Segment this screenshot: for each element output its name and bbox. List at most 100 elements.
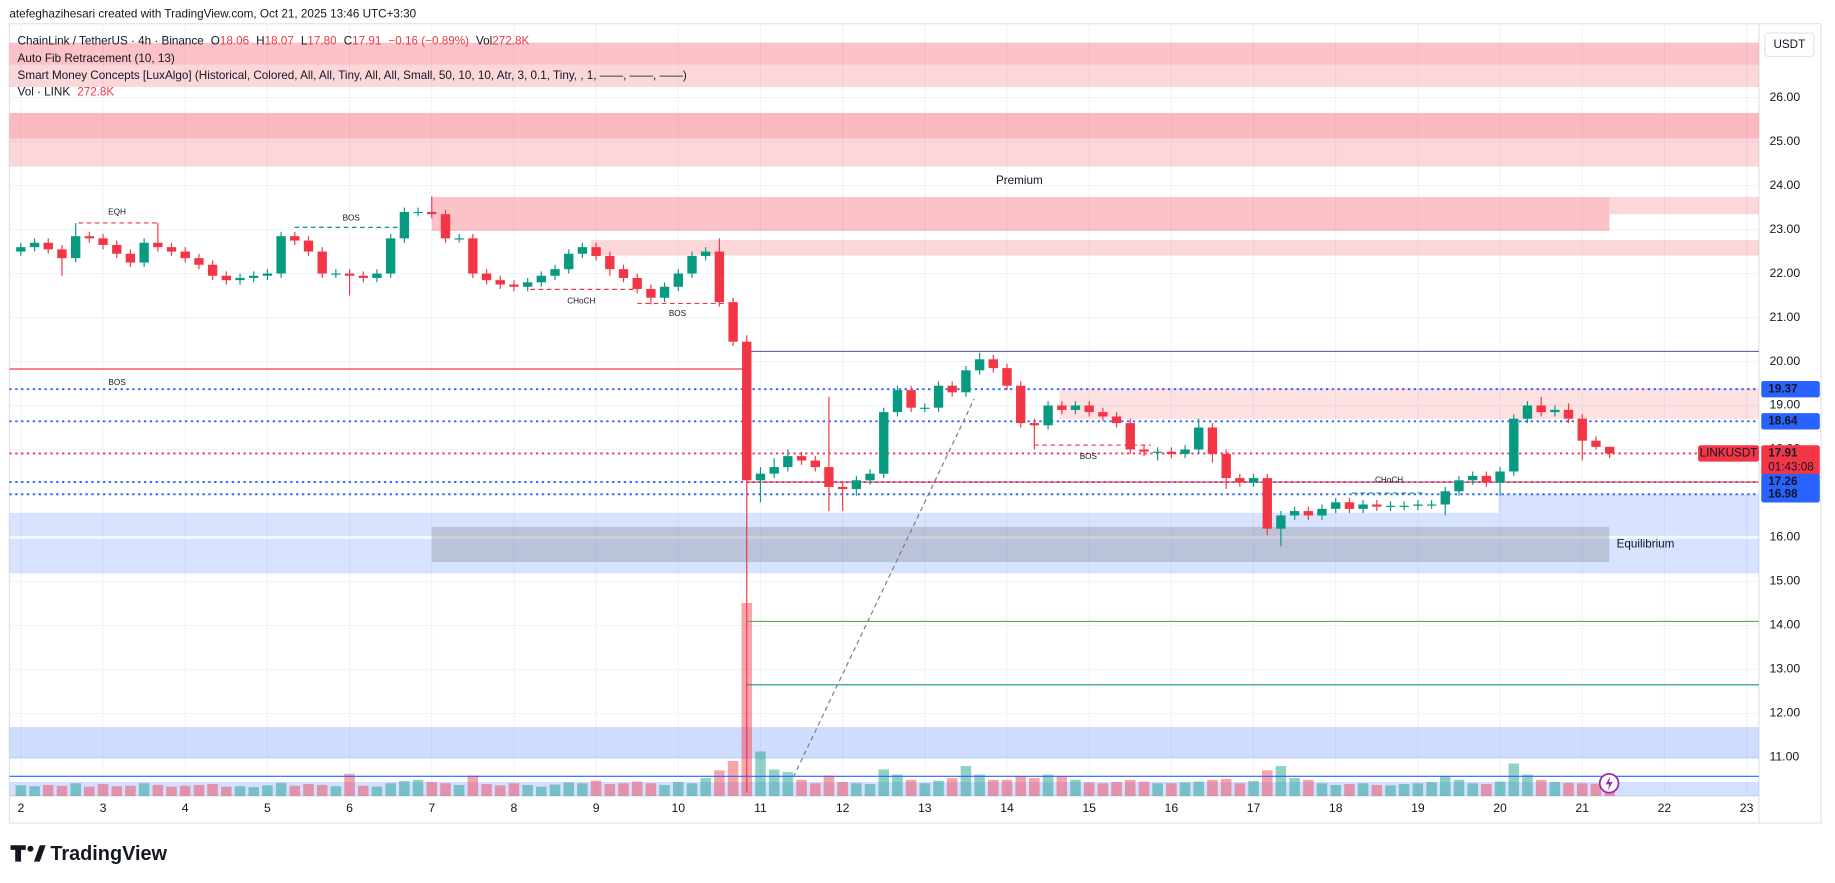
candle-body <box>974 359 985 371</box>
candle-body <box>221 275 231 281</box>
symbol-box <box>1698 445 1759 462</box>
candle-body <box>16 247 26 252</box>
volume-bar <box>179 785 191 797</box>
candle-body <box>440 214 451 239</box>
volume-bar <box>1549 781 1561 797</box>
volume-bar <box>125 785 136 797</box>
price-label-box <box>1761 381 1820 398</box>
x-tick-label: 3 <box>100 801 107 815</box>
volume-bar <box>796 779 807 797</box>
candle-body <box>892 390 903 413</box>
x-tick-label: 20 <box>1493 801 1507 815</box>
volume-bar <box>1042 774 1054 797</box>
candle-body <box>522 282 533 287</box>
candle-body <box>1180 449 1190 454</box>
candle-body <box>1495 471 1505 483</box>
candle-body <box>755 473 766 481</box>
legend-value: 272.8K <box>492 34 529 47</box>
candle-body <box>1536 405 1546 413</box>
candle-body <box>125 253 136 263</box>
candle-body <box>1125 423 1135 450</box>
candle-body <box>1098 412 1108 417</box>
candle-body <box>1070 405 1081 410</box>
volume-bar <box>42 784 54 797</box>
annotation: CHoCH <box>567 296 595 305</box>
candle-body <box>728 302 738 342</box>
volume-bar <box>700 778 711 797</box>
volume-bar <box>878 769 890 797</box>
legend-value: −0.16 (−0.89%) <box>388 34 469 47</box>
volume-bar <box>536 786 547 797</box>
axes: 11.0012.0013.0014.0015.0016.0017.0018.00… <box>17 90 1820 815</box>
volume-bar <box>851 783 862 797</box>
currency-box[interactable] <box>1764 32 1815 58</box>
candle-body <box>933 385 944 408</box>
candle-body <box>454 238 464 240</box>
x-tick-label: 14 <box>1000 801 1014 815</box>
volume-bar <box>659 784 670 797</box>
volume-bar <box>440 783 451 797</box>
candle-body <box>468 238 478 274</box>
volume-bar <box>1522 774 1533 797</box>
candle-body <box>1577 418 1587 441</box>
volume-bar <box>755 751 766 797</box>
legend-key: L <box>301 34 308 47</box>
volume-bar <box>577 783 588 797</box>
credit: atefeghazihesari created with TradingVie… <box>9 7 416 20</box>
candle-body <box>742 341 752 481</box>
volume-bar <box>782 772 794 797</box>
candle-body <box>1276 515 1286 529</box>
volume-bar <box>714 770 725 797</box>
candle-body <box>1372 504 1382 507</box>
candle-body <box>1563 409 1574 419</box>
volume-legend: Vol · LINK 272.8K <box>18 86 115 99</box>
y-tick-label: 23.00 <box>1769 222 1800 236</box>
candle-body <box>207 264 218 276</box>
brand: TradingView <box>50 843 167 865</box>
volume-bar <box>1398 784 1410 797</box>
x-tick-label: 10 <box>671 801 685 815</box>
candle-body <box>276 236 286 274</box>
candle-body <box>317 251 327 274</box>
candle-body <box>43 242 53 250</box>
trend-line <box>792 398 975 778</box>
volume-bar <box>111 786 123 797</box>
candle-body <box>84 236 95 239</box>
volume-bar <box>275 782 287 797</box>
x-tick-label: 6 <box>346 801 353 815</box>
candle-body <box>1221 453 1231 479</box>
volume-bar <box>207 784 218 797</box>
candle-body <box>646 288 656 298</box>
candle-body <box>1413 504 1423 506</box>
candle-body <box>879 412 889 474</box>
candle-body <box>1317 508 1327 516</box>
zone <box>9 727 1759 759</box>
price-label-box <box>1761 473 1820 491</box>
candle-body <box>988 359 998 369</box>
candle-body <box>769 467 779 474</box>
volume-bar <box>1179 782 1191 797</box>
legend-key: O <box>211 34 220 47</box>
indicator-legend: Smart Money Concepts [LuxAlgo] (Historic… <box>18 69 687 82</box>
candle-body <box>659 286 670 298</box>
candle-body <box>290 236 300 241</box>
volume-bar <box>1111 781 1122 797</box>
x-tick-label: 5 <box>264 801 271 815</box>
candle-body <box>509 284 519 287</box>
currency: USDT <box>1773 38 1805 51</box>
candle-body <box>1358 504 1368 509</box>
legend-key: H <box>256 34 264 47</box>
candle-body <box>1248 478 1259 483</box>
volume-bar <box>590 780 602 797</box>
candle-body <box>961 370 971 393</box>
volume-bar <box>152 784 164 797</box>
legend-value: 18.06 <box>220 34 249 47</box>
zone <box>9 782 1759 797</box>
candle-body <box>427 211 437 215</box>
volume-bar <box>1426 781 1437 797</box>
volume-bar <box>1330 784 1341 797</box>
candle-body <box>1235 478 1245 483</box>
price-label: 17.26 <box>1768 475 1798 488</box>
candle-body <box>248 275 259 278</box>
